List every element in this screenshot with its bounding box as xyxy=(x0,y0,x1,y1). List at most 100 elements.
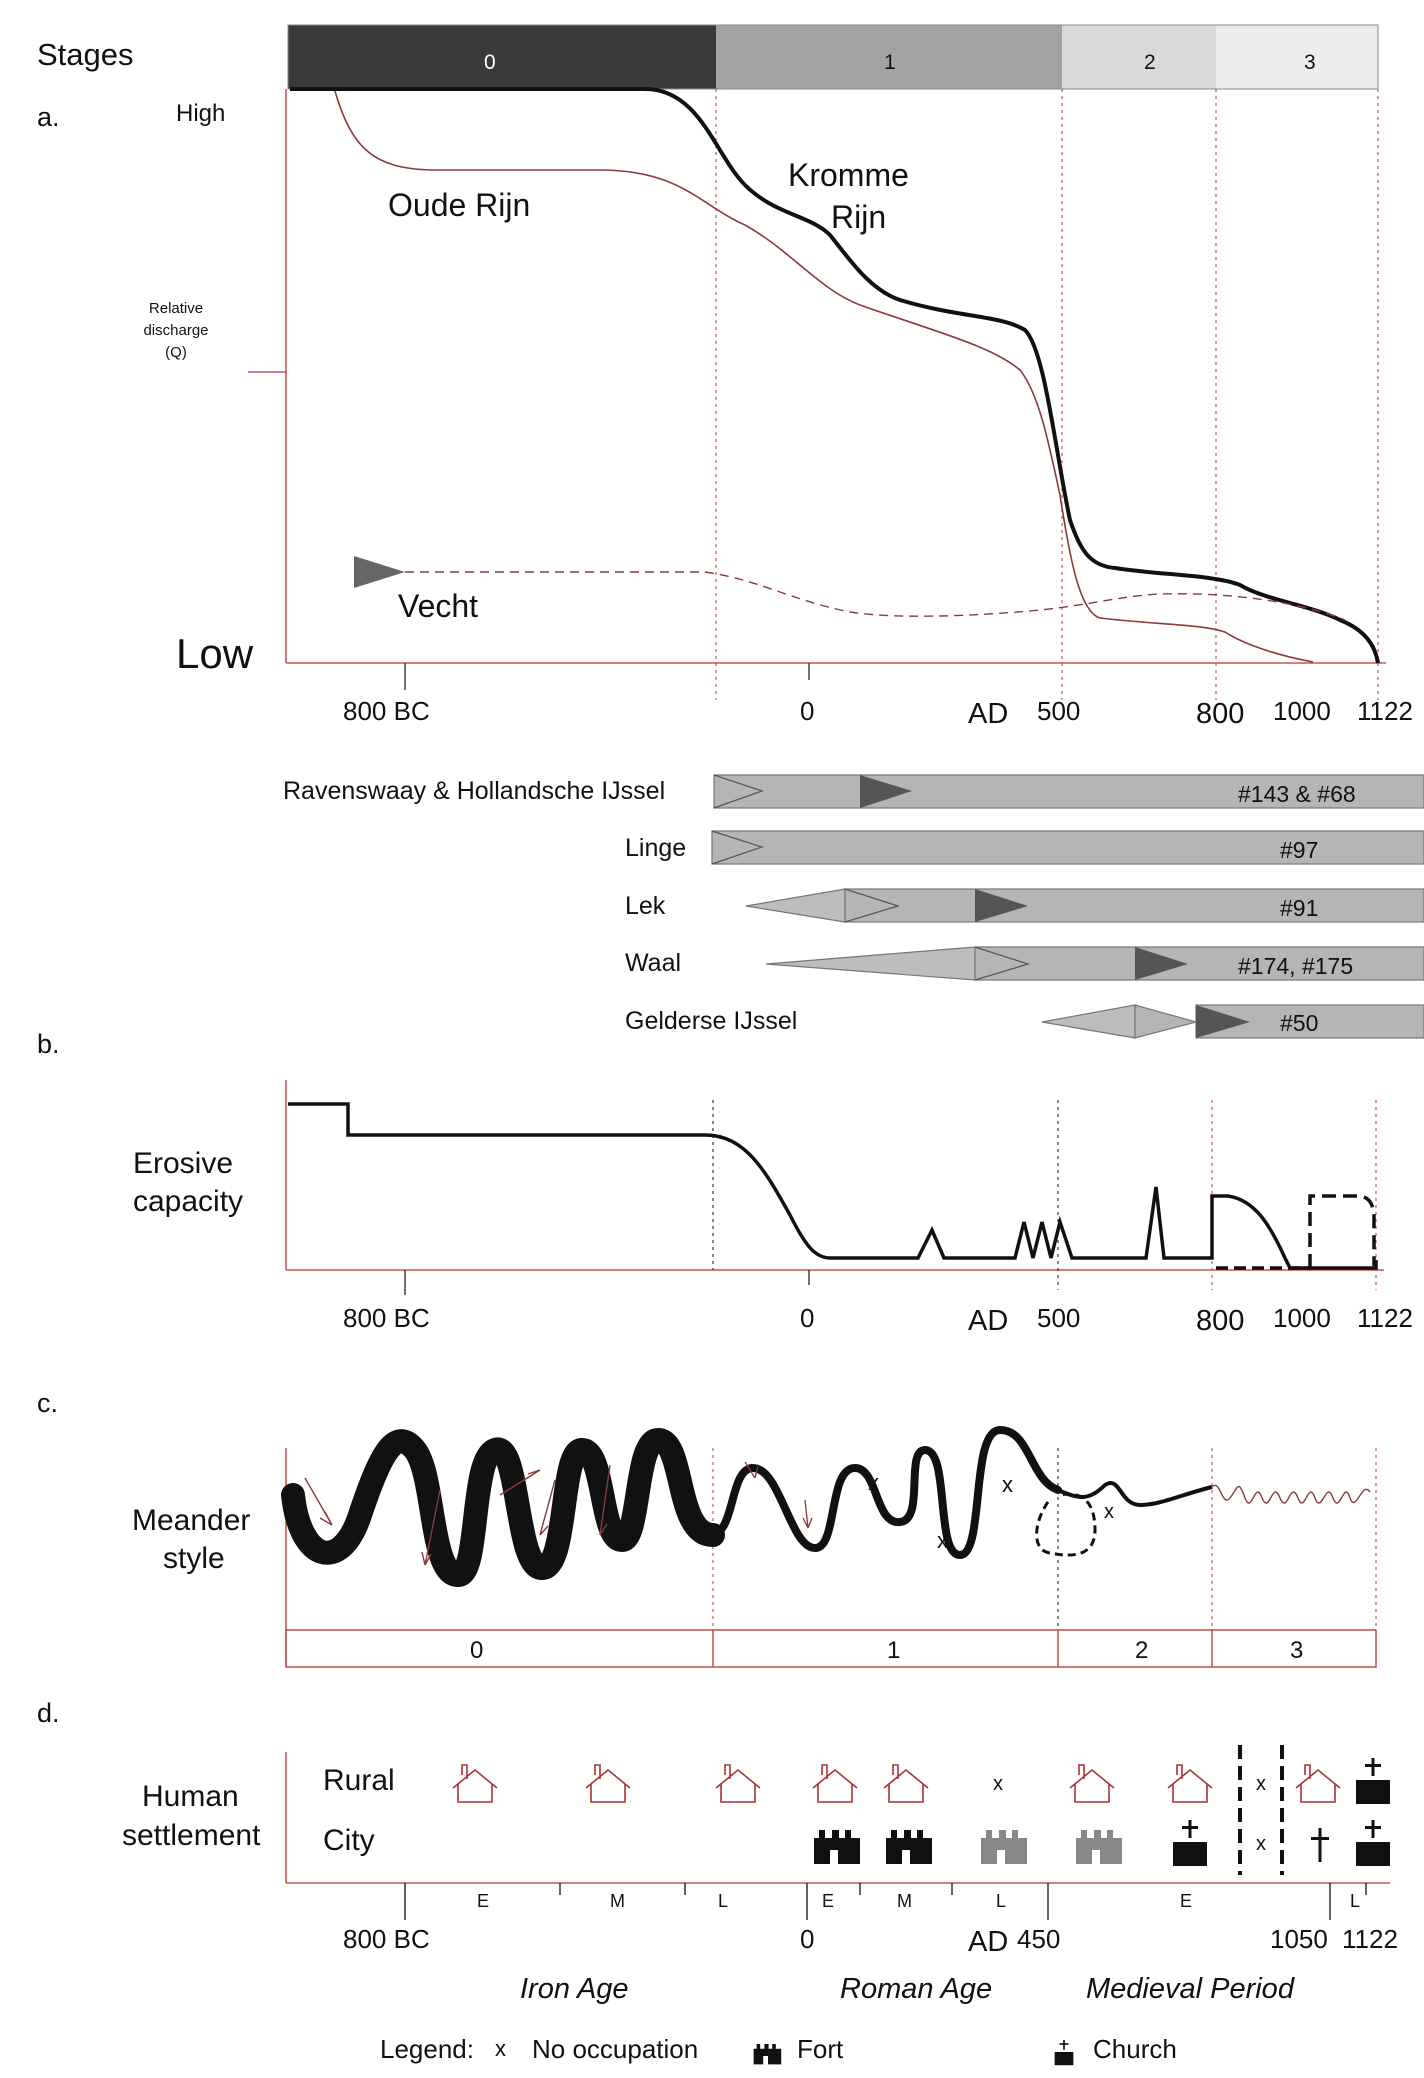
branch-gelderse-ijssel-label: Gelderse IJssel xyxy=(625,1007,797,1035)
period-roman-age: Roman Age xyxy=(840,1973,992,2005)
stage-2-cutoff-loop xyxy=(1035,1492,1097,1557)
d-tick-800bc: 800 BC xyxy=(343,1924,430,1954)
settlement-label-1: Human xyxy=(142,1780,239,1813)
branch-waal-label: Waal xyxy=(625,949,681,977)
sub-period-labels: E M L E M L E L xyxy=(477,1891,1360,1911)
stage-1-label: 1 xyxy=(884,51,896,74)
stage-1-meander xyxy=(709,1425,1062,1560)
meander-label-1: Meander xyxy=(132,1504,250,1537)
b-tick-ad: AD xyxy=(968,1305,1008,1337)
cross-icon xyxy=(1311,1828,1329,1862)
sub-period-ticks xyxy=(404,1883,1367,1920)
legend-title: Legend: xyxy=(380,2034,474,2064)
high-label: High xyxy=(176,100,225,127)
meander-x-3: x xyxy=(1002,1472,1013,1497)
branch-ravenswaay-label: Ravenswaay & Hollandsche IJssel xyxy=(283,777,665,805)
house-icon xyxy=(452,1764,498,1803)
fort-icon xyxy=(1076,1830,1122,1864)
meander-stage-3: 3 xyxy=(1290,1637,1303,1664)
branch-linge-refs: #97 xyxy=(1280,837,1318,863)
meander-label-2: style xyxy=(163,1542,225,1575)
kromme-rijn-label-1: Kromme xyxy=(788,157,909,193)
rural-no-occupation-2: x xyxy=(1256,1773,1266,1795)
row-rural: Rural xyxy=(323,1764,395,1797)
vecht-curve xyxy=(405,571,1346,621)
branch-gelderse-ijssel-refs: #50 xyxy=(1280,1010,1318,1036)
house-icon xyxy=(715,1764,761,1803)
legend: Legend: x No occupation Fort Church xyxy=(380,2034,1177,2066)
low-label: Low xyxy=(176,630,254,677)
b-tick-800bc: 800 BC xyxy=(343,1303,430,1333)
church-icon xyxy=(1173,1820,1207,1866)
legend-church: Church xyxy=(1093,2034,1177,2064)
church-icon xyxy=(1356,1820,1390,1866)
house-icon xyxy=(883,1764,929,1803)
stage-1-segment xyxy=(716,25,1062,89)
branch-lek-refs: #91 xyxy=(1280,895,1318,921)
discharge-axis-label: Relative discharge (Q) xyxy=(143,300,208,361)
period-iron-age: Iron Age xyxy=(520,1973,629,2005)
legend-no-occupation: No occupation xyxy=(532,2034,698,2064)
stage-bar: 0 1 2 3 xyxy=(287,24,1379,90)
tick-1122: 1122 xyxy=(1357,696,1413,726)
meander-x-1: x xyxy=(868,1470,879,1495)
panel-b-letter: b. xyxy=(37,1029,60,1059)
erosive-label-1: Erosive xyxy=(133,1147,233,1180)
house-icon xyxy=(1069,1764,1115,1803)
church-icon xyxy=(1356,1758,1390,1804)
branch-waal-refs: #174, #175 xyxy=(1238,953,1353,979)
tick-800: 800 xyxy=(1196,698,1244,730)
branch-ravenswaay-refs: #143 & #68 xyxy=(1238,781,1356,807)
panel-c-letter: c. xyxy=(37,1388,58,1418)
erosive-label-2: capacity xyxy=(133,1185,243,1218)
d-tick-450: 450 xyxy=(1017,1924,1060,1954)
fort-icon xyxy=(981,1830,1027,1864)
discharge-label-line-2: discharge xyxy=(143,322,208,339)
tick-ad: AD xyxy=(968,698,1008,730)
panel-a-letter: a. xyxy=(37,102,60,132)
settlement-label-2: settlement xyxy=(122,1819,261,1852)
branch-lek-label: Lek xyxy=(625,892,666,920)
panel-a-x-tick-labels: 800 BC 0 AD 500 800 1000 1122 xyxy=(343,696,1413,730)
stage-3-label: 3 xyxy=(1304,51,1316,74)
fort-icon xyxy=(753,2044,782,2065)
b-tick-800: 800 xyxy=(1196,1305,1244,1337)
sub-period-roman-e: E xyxy=(822,1891,834,1911)
panel-d-letter: d. xyxy=(37,1698,60,1728)
discharge-label-line-1: Relative xyxy=(149,300,203,317)
oude-rijn-label: Oude Rijn xyxy=(388,187,530,223)
city-settlements: x xyxy=(814,1820,1390,1866)
city-no-occupation: x xyxy=(1256,1833,1266,1855)
fort-icon xyxy=(886,1830,932,1864)
tick-500: 500 xyxy=(1037,696,1080,726)
oude-rijn-curve xyxy=(334,90,1314,663)
period-labels: Iron Age Roman Age Medieval Period xyxy=(520,1973,1295,2005)
panel-b-x-tick-labels: 800 BC 0 AD 500 800 1000 1122 xyxy=(343,1303,1413,1337)
erosive-capacity-curve xyxy=(288,1102,1378,1270)
tick-0: 0 xyxy=(800,696,814,726)
meander-x-2: x xyxy=(937,1528,948,1553)
b-tick-1000: 1000 xyxy=(1273,1303,1331,1333)
sub-period-iron-e: E xyxy=(477,1891,489,1911)
b-tick-500: 500 xyxy=(1037,1303,1080,1333)
sub-period-roman-m: M xyxy=(897,1891,912,1911)
vecht-label: Vecht xyxy=(398,588,478,624)
meander-stage-0: 0 xyxy=(470,1637,483,1664)
stage-2-meander xyxy=(1057,1481,1213,1508)
period-medieval: Medieval Period xyxy=(1086,1973,1295,2005)
house-icon xyxy=(812,1764,858,1803)
kromme-rijn-curve xyxy=(290,87,1380,664)
vecht-start-arrow xyxy=(354,556,405,588)
d-tick-0: 0 xyxy=(800,1924,814,1954)
church-icon xyxy=(1054,2039,1074,2066)
legend-x-symbol: x xyxy=(495,2036,506,2061)
sub-period-medieval-e: E xyxy=(1180,1891,1192,1911)
row-city: City xyxy=(323,1824,375,1857)
sub-period-roman-l: L xyxy=(996,1891,1006,1911)
stage-3-segment xyxy=(1216,25,1378,89)
d-tick-ad: AD xyxy=(968,1926,1008,1958)
stage-2-label: 2 xyxy=(1144,51,1156,74)
rural-settlements: x x xyxy=(452,1758,1390,1804)
erosive-capacity-dashed-curve xyxy=(1308,1194,1376,1268)
